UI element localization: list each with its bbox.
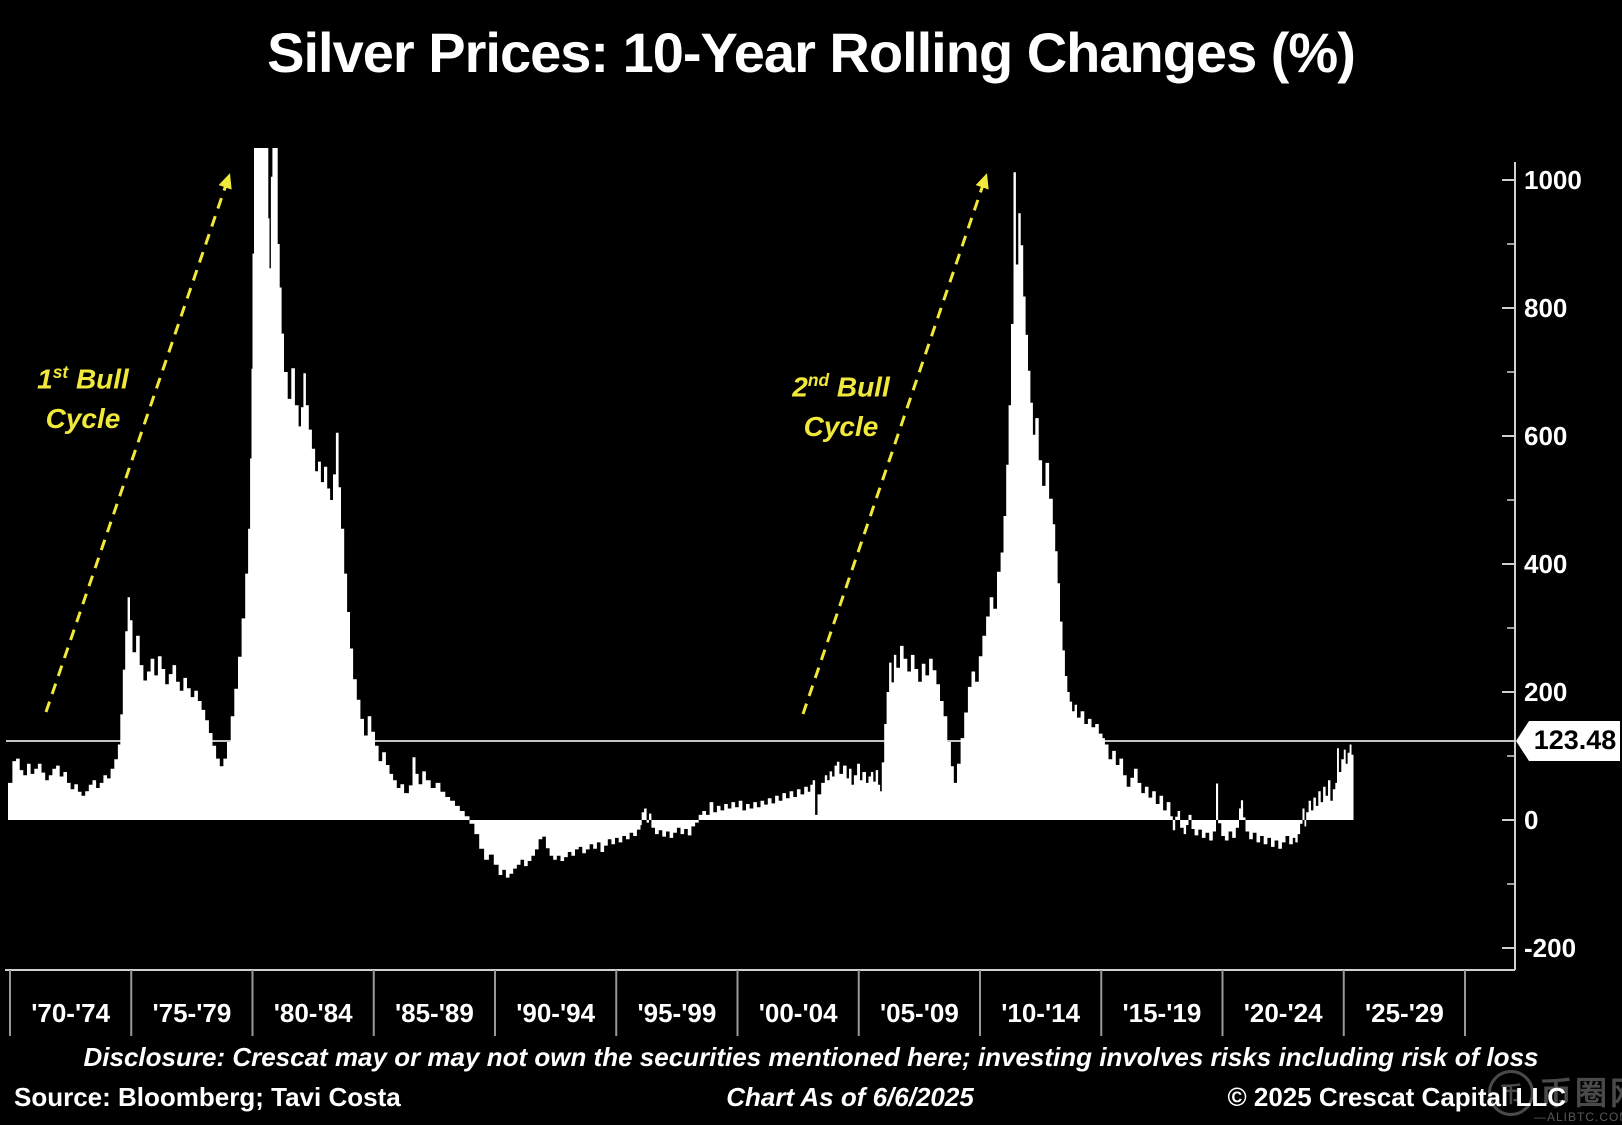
- annotation-second-bull-cycle: 2nd Bull Cycle: [763, 360, 919, 447]
- footer-row: Source: Bloomberg; Tavi Costa Chart As o…: [0, 1082, 1622, 1122]
- x-axis-label: '80-'84: [273, 998, 353, 1028]
- annotation-first-bull-cycle: 1st Bull Cycle: [8, 352, 158, 439]
- x-axis-label: '20-'24: [1243, 998, 1323, 1028]
- x-axis-label: '25-'29: [1364, 998, 1444, 1028]
- as-of-text: Chart As of 6/6/2025: [726, 1082, 974, 1112]
- x-axis-label: '70-'74: [31, 998, 111, 1028]
- annotation-second-bull-line2: Cycle: [803, 411, 879, 443]
- x-axis-label: '00-'04: [758, 998, 838, 1028]
- x-axis-label: '85-'89: [394, 998, 474, 1028]
- x-axis-labels: '70-'74 '75-'79 '80-'84 '85-'89 '90-'94 '95-'…: [0, 998, 1622, 1036]
- source-text: Source: Bloomberg; Tavi Costa: [14, 1082, 401, 1112]
- current-value-badge: 123.48: [1516, 720, 1620, 761]
- chart-title: Silver Prices: 10-Year Rolling Changes (…: [267, 21, 1356, 84]
- x-axis-label: '90-'94: [516, 998, 596, 1028]
- copyright-text: © 2025 Crescat Capital LLC: [1227, 1082, 1566, 1112]
- annotation-first-bull-line1: 1st Bull: [37, 362, 129, 395]
- x-axis-label: '95-'99: [637, 998, 717, 1028]
- bull-cycle-arrow-1: [44, 173, 232, 713]
- disclosure-text: Disclosure: Crescat may or may not own t…: [83, 1042, 1539, 1072]
- x-axis-label: '15-'19: [1122, 998, 1202, 1028]
- annotation-first-bull-line2: Cycle: [45, 403, 121, 435]
- x-axis-label: '75-'79: [152, 998, 232, 1028]
- x-axis-label: '05-'09: [879, 998, 959, 1028]
- current-value-text: 123.48: [1533, 725, 1617, 756]
- silver-rolling-change-area: [8, 148, 1354, 878]
- bull-cycle-arrow-2: [801, 173, 989, 715]
- annotation-second-bull-line1: 2nd Bull: [792, 370, 890, 403]
- x-axis-label: '10-'14: [1001, 998, 1081, 1028]
